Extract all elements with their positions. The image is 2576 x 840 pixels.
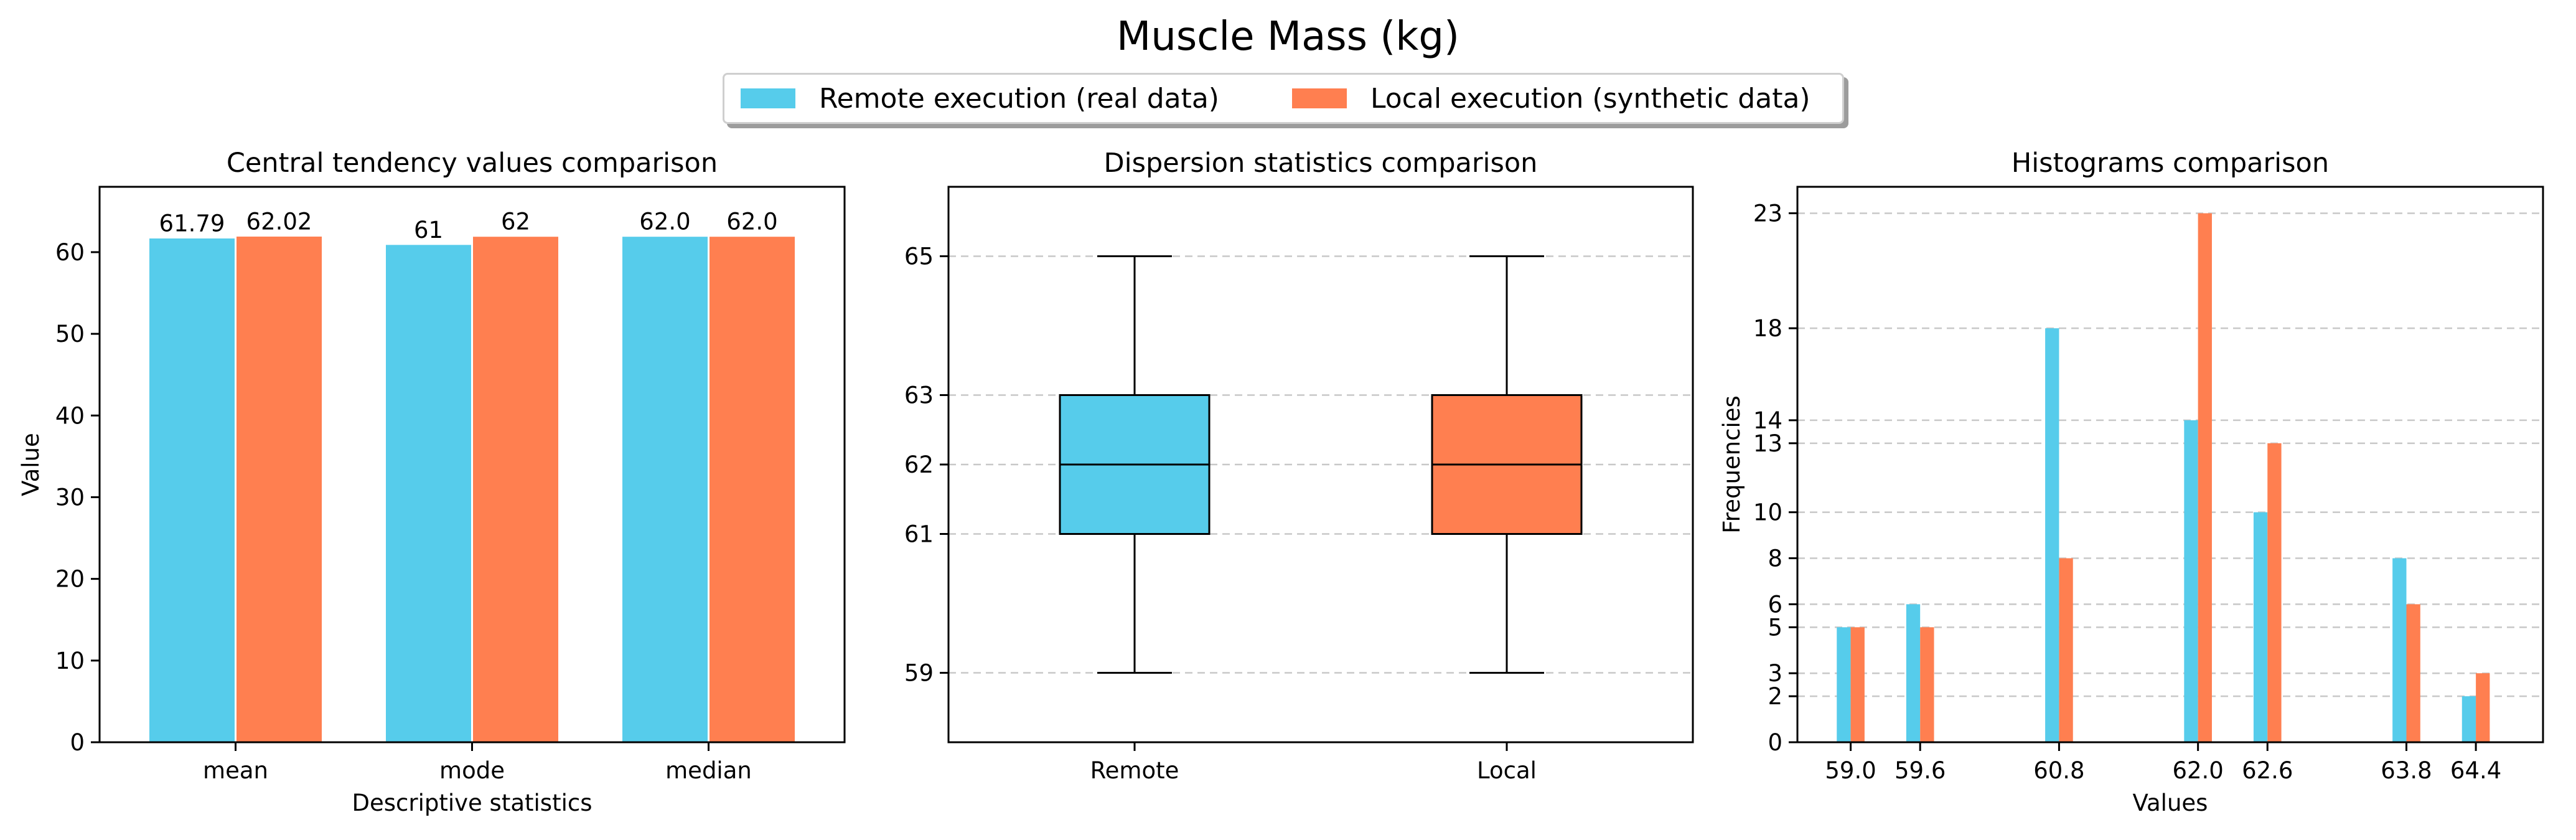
bar-remote-mode: [384, 243, 473, 743]
hist-bar-remote-59.0: [1837, 627, 1851, 742]
x-tick-label: mode: [439, 757, 505, 784]
x-tick-label: mean: [203, 757, 268, 784]
hist-bar-local-62.6: [2267, 443, 2282, 742]
y-tick-label: 63: [904, 382, 934, 409]
legend-item-remote: Remote execution (real data): [741, 75, 1219, 122]
x-tick-label: 62.0: [2172, 757, 2223, 784]
x-tick-label: median: [665, 757, 752, 784]
panel-title-central-tendency: Central tendency values comparison: [227, 148, 718, 179]
hist-bar-remote-62.0: [2184, 420, 2198, 742]
y-tick-label: 13: [1753, 430, 1782, 457]
bar-value-label: 62.02: [246, 208, 312, 235]
bar-local-mean: [235, 234, 324, 743]
x-tick-label: 62.6: [2242, 757, 2293, 784]
hist-bar-remote-63.8: [2392, 558, 2407, 742]
x-tick-label: 63.8: [2381, 757, 2432, 784]
legend: Remote execution (real data) Local execu…: [723, 73, 1844, 124]
bar-value-label: 61: [414, 217, 443, 243]
bar-local-median: [708, 235, 797, 743]
y-tick-label: 10: [55, 648, 85, 674]
y-tick-label: 40: [55, 402, 85, 429]
panel-title-dispersion: Dispersion statistics comparison: [1104, 148, 1538, 179]
legend-item-local: Local execution (synthetic data): [1292, 75, 1810, 122]
hist-bar-local-63.8: [2406, 604, 2420, 742]
hist-bar-remote-64.4: [2461, 696, 2476, 742]
y-axis-label: Value: [17, 433, 44, 496]
hist-bar-local-60.8: [2059, 558, 2073, 742]
bar-value-label: 62.0: [639, 209, 690, 235]
hist-bar-remote-60.8: [2045, 328, 2059, 742]
y-tick-label: 61: [904, 521, 934, 548]
hist-bar-local-64.4: [2476, 673, 2490, 742]
legend-label-remote: Remote execution (real data): [819, 82, 1219, 115]
y-tick-label: 18: [1753, 315, 1782, 342]
bar-value-label: 62.0: [726, 209, 777, 235]
plot-frame-central-tendency: [98, 186, 846, 743]
hist-bar-local-59.0: [1850, 627, 1865, 742]
hist-bar-local-62.0: [2198, 213, 2212, 742]
hist-bar-remote-59.6: [1906, 604, 1921, 742]
y-tick-label: 5: [1768, 614, 1782, 641]
y-tick-label: 59: [904, 660, 934, 687]
hist-bar-local-59.6: [1920, 627, 1934, 742]
y-tick-label: 8: [1768, 545, 1782, 572]
bar-remote-median: [621, 235, 710, 743]
legend-swatch-local: [1292, 88, 1347, 108]
y-tick-label: 65: [904, 243, 934, 270]
x-tick-label: 60.8: [2033, 757, 2084, 784]
x-tick-label: 59.6: [1895, 757, 1946, 784]
y-tick-label: 10: [1753, 499, 1782, 526]
legend-label-local: Local execution (synthetic data): [1370, 82, 1810, 115]
bar-remote-mean: [148, 236, 237, 743]
y-tick-label: 2: [1768, 683, 1782, 710]
hist-bar-remote-62.6: [2253, 512, 2268, 742]
y-tick-label: 0: [1768, 729, 1782, 756]
panel-title-histograms: Histograms comparison: [2012, 148, 2329, 179]
y-tick-label: 23: [1753, 200, 1782, 227]
y-tick-label: 6: [1768, 591, 1782, 618]
bar-value-label: 62: [501, 209, 530, 235]
y-tick-label: 0: [70, 729, 85, 756]
x-tick-label: 64.4: [2450, 757, 2501, 784]
y-tick-label: 14: [1753, 407, 1782, 434]
plot-frame-dispersion: [947, 186, 1694, 743]
y-tick-label: 30: [55, 484, 85, 511]
x-tick-label: Remote: [1090, 757, 1179, 784]
y-tick-label: 3: [1768, 660, 1782, 687]
plot-frame-histograms: [1796, 186, 2544, 743]
y-tick-label: 20: [55, 566, 85, 593]
legend-swatch-remote: [741, 88, 795, 108]
x-axis-label: Values: [2133, 790, 2208, 816]
x-tick-label: 59.0: [1825, 757, 1876, 784]
y-tick-label: 50: [55, 321, 85, 347]
bar-value-label: 61.79: [159, 210, 225, 237]
figure-title: Muscle Mass (kg): [1117, 14, 1459, 60]
y-tick-label: 62: [904, 451, 934, 478]
x-axis-label: Descriptive statistics: [352, 790, 592, 816]
y-axis-label: Frequencies: [1718, 395, 1745, 534]
x-tick-label: Local: [1477, 757, 1537, 784]
bar-local-mode: [471, 235, 560, 743]
y-tick-label: 60: [55, 239, 85, 266]
